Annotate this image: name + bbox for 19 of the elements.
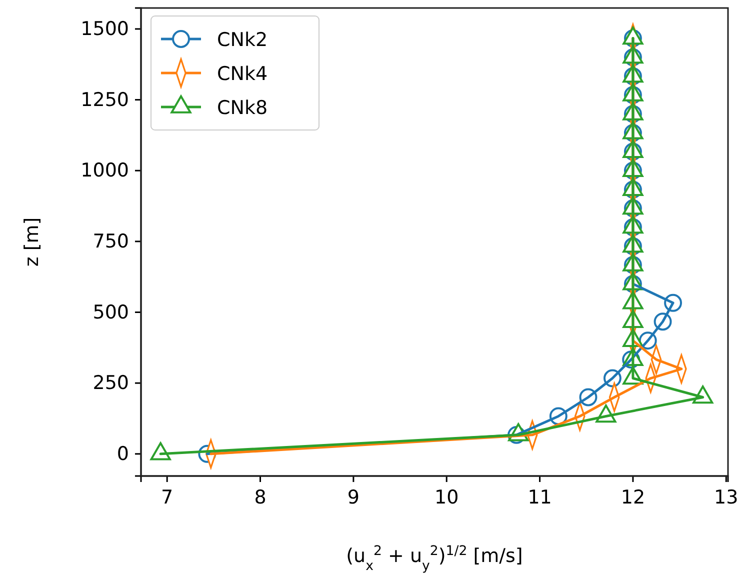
legend-label: CNk8 bbox=[217, 97, 268, 119]
y-axis-title: z [m] bbox=[21, 217, 43, 267]
y-tick-label: 0 bbox=[116, 442, 129, 465]
y-tick-label: 1000 bbox=[80, 160, 129, 182]
y-tick-label: 750 bbox=[92, 230, 129, 253]
x-tick-label: 13 bbox=[714, 486, 738, 508]
x-tick-label: 12 bbox=[620, 486, 646, 508]
y-tick-label: 500 bbox=[92, 301, 129, 324]
x-tick-label: 8 bbox=[254, 486, 266, 508]
text: (u$_{x}$$^{2}$ + u$_{y}$$^{2}$)$^{1/2}$ [m/s] bbox=[346, 544, 523, 574]
y-tick-label: 1250 bbox=[80, 88, 129, 111]
legend-label: CNk2 bbox=[217, 29, 268, 51]
x-tick-label: 11 bbox=[528, 486, 552, 508]
x-tick-label: 10 bbox=[434, 486, 459, 508]
y-tick-label: 1500 bbox=[80, 18, 129, 40]
x-tick-label: 9 bbox=[347, 486, 360, 508]
x-tick-label: 7 bbox=[161, 486, 174, 508]
y-tick-label: 250 bbox=[92, 372, 129, 394]
legend-label: CNk4 bbox=[217, 63, 268, 85]
